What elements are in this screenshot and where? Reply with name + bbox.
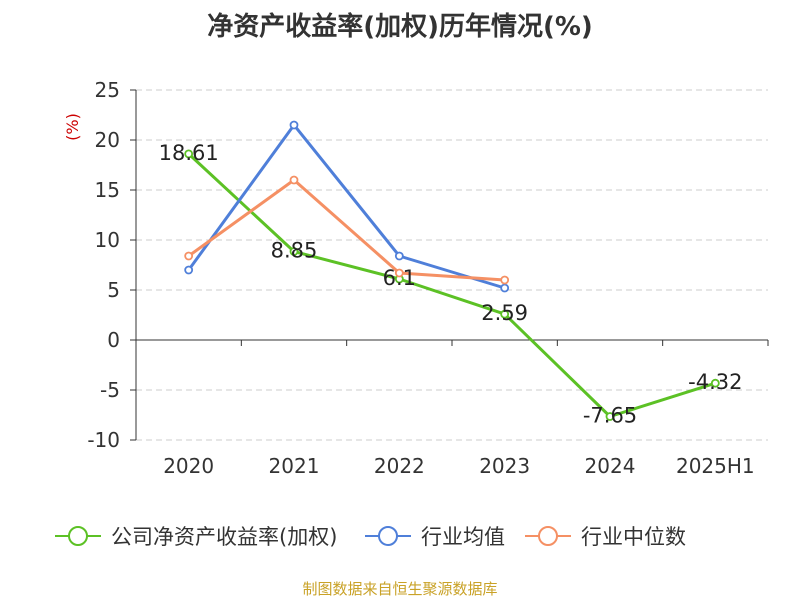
y-tick-label: -10 [87,428,120,452]
y-tick-label: 20 [95,128,120,152]
x-tick-label: 2024 [585,454,636,478]
legend-label: 公司净资产收益率(加权) [111,525,337,549]
series-line [187,152,716,418]
x-tick-label: 2022 [374,454,425,478]
series-lines [184,120,720,421]
legend-swatch-marker [538,526,558,546]
data-label: 2.59 [481,301,528,325]
data-point [289,247,299,256]
data-point [184,149,194,159]
y-tick-label: 15 [95,178,120,202]
axes: 25 20 15 10 5 0 -5 -10 2020 2021 2022 2023 2024 2025H… [63,78,769,478]
legend-swatch-marker [68,526,88,546]
legend-swatch-marker [378,526,398,546]
data-point [184,251,194,261]
data-point [500,309,510,319]
y-axis-label: (%) [63,113,82,141]
legend-item: 行业中位数 [525,525,686,549]
data-label: 8.85 [271,239,318,263]
data-point [289,175,299,185]
legend-label: 行业中位数 [581,525,686,549]
x-tick-label: 2020 [163,454,214,478]
y-tick-label: -5 [100,378,120,402]
series-line [187,123,506,290]
data-label: -4.32 [688,370,742,394]
data-label: -7.65 [583,404,637,428]
data-point [605,412,615,421]
data-labels: 18.61 8.85 6.1 2.59 -7.65 -4.32 [159,141,743,428]
data-point [710,378,720,388]
y-tick-label: 0 [107,328,120,352]
data-point [394,268,404,278]
x-tick-label: 2025H1 [676,454,755,478]
data-point [184,265,194,275]
y-tick-label: 10 [95,228,120,252]
data-point [500,283,510,293]
x-tick-label: 2023 [479,454,530,478]
source-note: 制图数据来自恒生聚源数据库 [302,580,498,598]
grid-lines [136,89,768,441]
data-point [394,251,404,261]
data-point [500,275,510,285]
x-tick-label: 2021 [269,454,320,478]
series-line [187,178,505,282]
chart-title: 净资产收益率(加权)历年情况(%) [207,12,593,42]
data-label: 6.1 [383,266,416,290]
legend-label: 行业均值 [421,525,505,549]
y-tick-label: 5 [107,278,120,302]
legend-item: 公司净资产收益率(加权) [55,525,337,549]
y-tick-label: 25 [95,78,120,102]
legend: 公司净资产收益率(加权) 行业均值 行业中位数 [55,525,686,549]
data-label: 18.61 [159,141,219,165]
data-point [289,120,299,130]
legend-item: 行业均值 [365,525,505,549]
